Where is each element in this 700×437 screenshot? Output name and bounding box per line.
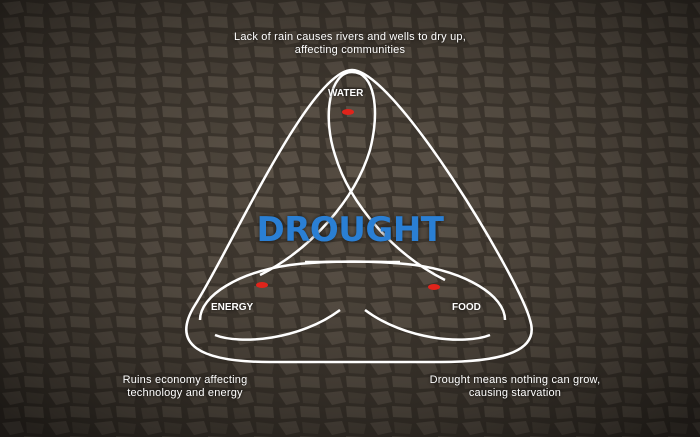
energy-lobe-lower <box>214 308 341 341</box>
energy-node-label: ENERGY <box>211 302 254 313</box>
food-marker <box>428 284 440 290</box>
water-caption-line-1: Lack of rain causes rivers and wells to … <box>234 31 466 43</box>
water-caption-line-2: affecting communities <box>294 44 406 56</box>
water-node-label: WATER <box>328 88 364 99</box>
food-node-label: FOOD <box>452 302 481 313</box>
food-caption: Drought means nothing can grow, causing … <box>400 374 630 400</box>
energy-marker <box>256 282 268 288</box>
energy-caption-line-2: technology and energy <box>127 387 243 399</box>
energy-caption: Ruins economy affecting technology and e… <box>70 374 300 400</box>
loop-diagram <box>185 68 533 364</box>
water-lobe-left <box>327 70 446 282</box>
food-lobe <box>304 260 507 321</box>
energy-caption-line-1: Ruins economy affecting <box>122 374 248 386</box>
food-caption-line-2: causing starvation <box>468 387 562 399</box>
drought-title: DROUGHT <box>256 210 444 250</box>
outer-loop <box>185 68 533 364</box>
water-lobe <box>259 70 377 277</box>
water-marker <box>342 109 354 115</box>
water-caption: Lack of rain causes rivers and wells to … <box>180 31 520 57</box>
markers <box>256 109 440 290</box>
food-lobe-lower <box>364 308 491 341</box>
food-caption-line-1: Drought means nothing can grow, <box>429 374 601 386</box>
